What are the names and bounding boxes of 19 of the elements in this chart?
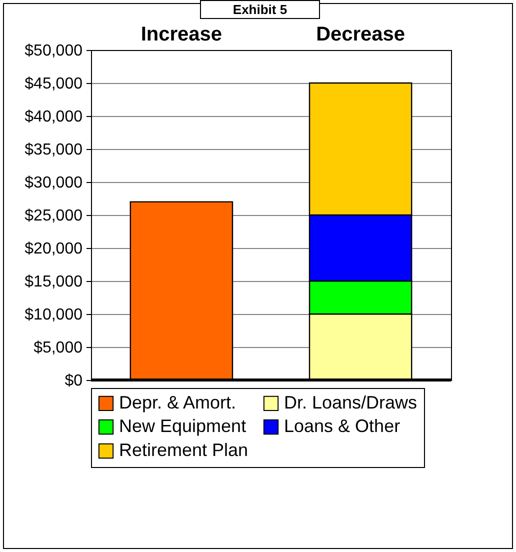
- y-tick-label: $50,000: [24, 42, 83, 60]
- y-tick-label: $20,000: [24, 240, 83, 258]
- y-tick-label: $30,000: [24, 174, 83, 192]
- y-tick-label: $40,000: [24, 108, 83, 126]
- x-tick-label: Increase: [140, 24, 222, 46]
- y-tick-label: $15,000: [24, 274, 83, 290]
- legend-label: Depr. & Amort.: [119, 392, 236, 412]
- x-tick-label: Decrease: [316, 24, 406, 46]
- legend-label: New Equipment: [119, 416, 246, 436]
- chart-title: Exhibit 5: [200, 0, 320, 19]
- y-tick-label: $35,000: [24, 142, 83, 158]
- y-tick-label: $25,000: [24, 208, 83, 224]
- legend-label: Loans & Other: [284, 416, 400, 436]
- y-tick-label: $0: [64, 372, 83, 390]
- legend-label: Dr. Loans/Draws: [284, 392, 418, 412]
- y-tick-label: $10,000: [24, 306, 83, 324]
- legend-label: Retirement Plan: [119, 440, 248, 460]
- y-tick-label: $5,000: [34, 340, 83, 356]
- y-tick-label: $45,000: [24, 76, 83, 92]
